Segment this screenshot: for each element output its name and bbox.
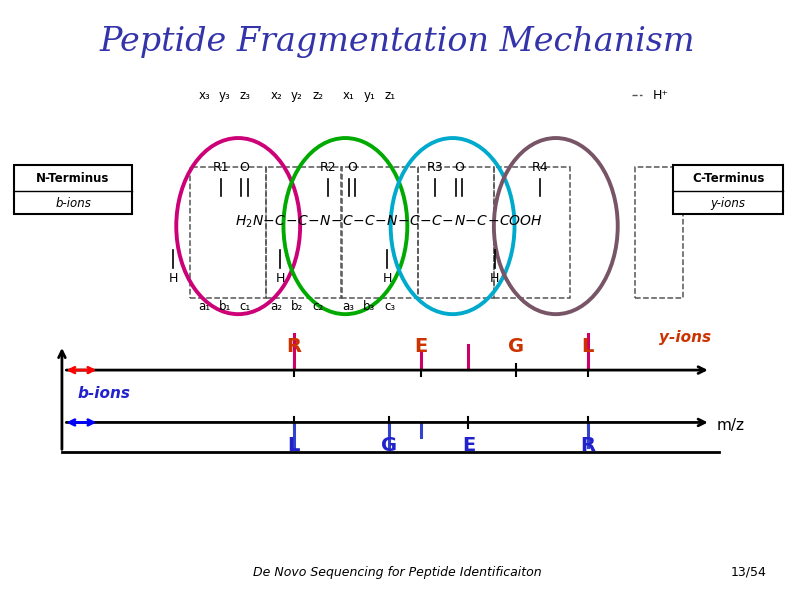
- Text: y-ions: y-ions: [711, 197, 746, 210]
- Text: b₂: b₂: [291, 300, 303, 313]
- Text: 13/54: 13/54: [730, 566, 766, 579]
- Text: De Novo Sequencing for Peptide Identificaiton: De Novo Sequencing for Peptide Identific…: [252, 566, 542, 579]
- Bar: [635, 167, 683, 298]
- Text: c₁: c₁: [240, 300, 251, 313]
- Text: a₁: a₁: [198, 300, 210, 313]
- Text: y₃: y₃: [219, 89, 230, 102]
- Text: b-ions: b-ions: [78, 386, 131, 402]
- Text: c₂: c₂: [312, 300, 323, 313]
- Text: L: L: [581, 337, 594, 356]
- Text: y-ions: y-ions: [659, 330, 711, 345]
- Text: H⁺: H⁺: [653, 89, 669, 102]
- Text: H: H: [490, 272, 499, 285]
- Text: a₃: a₃: [342, 300, 355, 313]
- Text: m/z: m/z: [717, 418, 745, 433]
- Bar: [14, 165, 132, 214]
- Text: R: R: [287, 337, 301, 356]
- Text: O: O: [347, 161, 357, 174]
- Bar: [190, 167, 266, 298]
- Bar: [673, 165, 783, 214]
- Text: b-ions: b-ions: [55, 197, 91, 210]
- Text: R4: R4: [532, 161, 548, 174]
- Bar: [266, 167, 342, 298]
- Text: H: H: [276, 272, 285, 285]
- Text: R: R: [580, 436, 595, 455]
- Text: $H_2N\!-\!C\!-\!C\!-\!N\!-\!C\!-\!C\!-\!N\!-\!C\!-\!C\!-\!N\!-\!C\!-\!COOH$: $H_2N\!-\!C\!-\!C\!-\!N\!-\!C\!-\!C\!-\!…: [235, 213, 543, 230]
- Bar: [341, 167, 418, 298]
- Text: E: E: [414, 337, 427, 356]
- Text: z₁: z₁: [384, 89, 395, 102]
- Text: y₂: y₂: [291, 89, 303, 102]
- Text: x₂: x₂: [271, 89, 282, 102]
- Text: x₃: x₃: [198, 89, 210, 102]
- Text: R2: R2: [320, 161, 336, 174]
- Text: O: O: [240, 161, 249, 174]
- Text: N-Terminus: N-Terminus: [37, 172, 110, 185]
- Text: x₁: x₁: [343, 89, 354, 102]
- Text: c₃: c₃: [384, 300, 395, 313]
- Text: O: O: [454, 161, 464, 174]
- Bar: [494, 167, 570, 298]
- Text: L: L: [287, 436, 300, 455]
- Text: b₃: b₃: [363, 300, 376, 313]
- Text: b₁: b₁: [218, 300, 231, 313]
- Text: a₂: a₂: [270, 300, 283, 313]
- Text: Peptide Fragmentation Mechanism: Peptide Fragmentation Mechanism: [99, 26, 695, 58]
- Text: z₃: z₃: [240, 89, 251, 102]
- Text: R3: R3: [427, 161, 443, 174]
- Text: G: G: [508, 337, 524, 356]
- Text: C-Terminus: C-Terminus: [692, 172, 765, 185]
- Text: y₁: y₁: [364, 89, 375, 102]
- Text: G: G: [381, 436, 397, 455]
- Text: H: H: [168, 272, 178, 285]
- Text: E: E: [462, 436, 475, 455]
- Text: R1: R1: [213, 161, 229, 174]
- Bar: [418, 167, 494, 298]
- Text: z₂: z₂: [312, 89, 323, 102]
- Text: H: H: [383, 272, 392, 285]
